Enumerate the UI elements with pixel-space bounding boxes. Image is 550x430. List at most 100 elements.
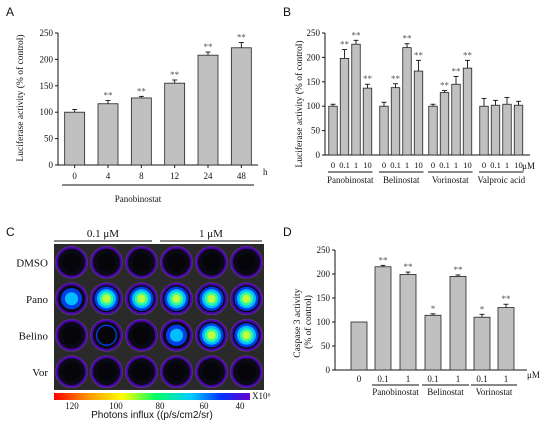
panel-d-ytick-label: 150 bbox=[317, 293, 331, 303]
panel-d-xtick-label: 1 bbox=[504, 374, 509, 384]
photon-scale-tick-label: 80 bbox=[156, 401, 166, 411]
panel-d-x-unit: μM bbox=[527, 370, 540, 380]
panel-a-ytick-label: 50 bbox=[44, 134, 54, 144]
well-signal-ring bbox=[90, 246, 123, 279]
panel-d-significance: * bbox=[431, 304, 436, 314]
well-signal-ring bbox=[230, 355, 263, 388]
well-dark-center bbox=[167, 252, 186, 272]
panel-b-xtick-label: 1 bbox=[354, 160, 358, 170]
panel-b-group-label: Valproic acid bbox=[477, 175, 525, 185]
panel-b-xtick-label: 0.1 bbox=[339, 160, 350, 170]
panel-d-significance: ** bbox=[454, 265, 464, 275]
panel-d-ytick-label: 50 bbox=[321, 341, 331, 351]
panel-b-significance: ** bbox=[452, 66, 462, 76]
well-signal-ring bbox=[90, 282, 123, 315]
panel-d-bar bbox=[374, 266, 392, 371]
panel-d-xtick-label: 0.1 bbox=[476, 374, 487, 384]
well-signal-ring bbox=[125, 246, 158, 279]
panel-b-ytick-label: 200 bbox=[307, 52, 321, 62]
photon-scale-ticks: 120 100 80 60 40 bbox=[65, 401, 245, 411]
panel-d-group-label: Belinostat bbox=[427, 387, 464, 397]
panel-b-bar bbox=[402, 47, 412, 156]
panel-b-significance: ** bbox=[352, 30, 362, 40]
panel-a-bar bbox=[64, 111, 86, 166]
well-signal-ring bbox=[195, 282, 228, 315]
panel-label-a: A bbox=[6, 5, 14, 19]
well-signal-ring bbox=[242, 331, 251, 340]
well-signal-ring bbox=[207, 294, 216, 303]
panel-b-bar bbox=[513, 104, 524, 156]
well-signal-ring bbox=[137, 294, 146, 303]
panel-a-bars: 0 ** 4 ** 8 ** 12 ** 24 ** 48 bbox=[62, 33, 254, 186]
panel-b-bar bbox=[390, 87, 401, 156]
plate-row-labels: DMSO Pano Belino Vor bbox=[16, 257, 48, 379]
well-signal-ring bbox=[90, 319, 123, 352]
plate-row-label: Pano bbox=[26, 294, 49, 306]
panel-b-bar bbox=[328, 105, 338, 156]
panel-a-bar bbox=[164, 82, 186, 166]
well-dark-center bbox=[97, 362, 116, 382]
photon-scale-tick-label: 40 bbox=[236, 401, 246, 411]
panel-b-bars: 0**0.1**1**10Panobinostat0**0.1**1**10Be… bbox=[327, 30, 526, 185]
panel-b-significance: ** bbox=[391, 74, 401, 84]
panel-a-ylabel: Luciferase activity (% of control) bbox=[15, 34, 26, 161]
panel-d-bar bbox=[350, 321, 368, 371]
panel-b-bar bbox=[439, 92, 450, 156]
panel-b-group-label: Vorinostat bbox=[432, 175, 469, 185]
panel-d-ytick-label: 0 bbox=[326, 365, 331, 375]
panel-d-group-label: Vorinostat bbox=[476, 387, 513, 397]
luminescence-plate-image bbox=[54, 244, 264, 390]
well-signal-ring bbox=[125, 282, 158, 315]
panel-d-ylabel-line2: (% of control) bbox=[303, 295, 314, 349]
panel-b-bar bbox=[462, 67, 473, 156]
panel-b-xtick-label: 10 bbox=[514, 160, 523, 170]
panel-d-bar bbox=[449, 275, 467, 371]
panel-d-xtick-label: 0.1 bbox=[377, 374, 388, 384]
panel-label-c: C bbox=[6, 225, 15, 239]
panel-b-ytick-label: 250 bbox=[307, 28, 321, 38]
well-dark-center bbox=[167, 362, 186, 382]
panel-d-xtick-label: 1 bbox=[456, 374, 461, 384]
photon-scale-bar bbox=[54, 393, 250, 400]
panel-b-group-label: Belinostat bbox=[383, 175, 420, 185]
panel-b-ytick-label: 50 bbox=[311, 126, 321, 136]
panel-b-bar bbox=[339, 57, 350, 156]
plate-background bbox=[54, 244, 264, 390]
well-dark-center bbox=[132, 362, 151, 382]
well-signal-ring bbox=[195, 355, 228, 388]
panel-b-xtick-label: 10 bbox=[463, 160, 472, 170]
panel-d-ylabel-line1: Caspase 3 activity bbox=[293, 288, 303, 357]
well-signal-ring bbox=[160, 355, 193, 388]
panel-d-bars: 0 ** 0.1 ** 1 Panobinostat * 0.1 ** 1 Belinostat * 0… bbox=[350, 255, 517, 397]
panel-b-significance: ** bbox=[340, 40, 350, 50]
panel-a-xlabel: Panobinostat bbox=[115, 194, 162, 204]
panel-a-significance: ** bbox=[237, 33, 247, 43]
photon-scale-tick-label: 100 bbox=[109, 401, 123, 411]
well-signal-ring bbox=[160, 319, 193, 352]
well-dark-center bbox=[237, 362, 256, 382]
panel-b-xtick-label: 0 bbox=[482, 160, 486, 170]
panel-b-xtick-label: 1 bbox=[505, 160, 509, 170]
well-signal-ring bbox=[230, 246, 263, 279]
panel-a-bar bbox=[230, 47, 252, 166]
well-signal-ring bbox=[230, 282, 263, 315]
well-signal-ring bbox=[160, 246, 193, 279]
panel-b-group-label: Panobinostat bbox=[327, 175, 374, 185]
panel-d-ylabel: Caspase 3 activity (% of control) bbox=[293, 286, 314, 358]
concentration-label-low: 0.1 μM bbox=[87, 228, 119, 240]
photon-scale-label: Photons influx ((p/s/cm2/sr) bbox=[91, 410, 213, 421]
panel-a-significance: ** bbox=[170, 70, 180, 80]
panel-d-xtick-label: 0.1 bbox=[427, 374, 438, 384]
well-signal-ring bbox=[55, 246, 88, 279]
panel-d-significance: ** bbox=[379, 255, 389, 265]
panel-a-bar bbox=[130, 97, 152, 166]
panel-b-xtick-label: 0.1 bbox=[439, 160, 450, 170]
panel-b: B Luciferase activity (% of control) 0 50… bbox=[283, 5, 535, 185]
panel-a-xtick-label: 4 bbox=[106, 171, 111, 181]
panel-b-xtick-label: 1 bbox=[405, 160, 409, 170]
panel-b-bar bbox=[351, 43, 361, 156]
panel-b-bar bbox=[428, 105, 438, 156]
well-signal-ring bbox=[160, 282, 193, 315]
panel-b-xtick-label: 0.1 bbox=[390, 160, 401, 170]
